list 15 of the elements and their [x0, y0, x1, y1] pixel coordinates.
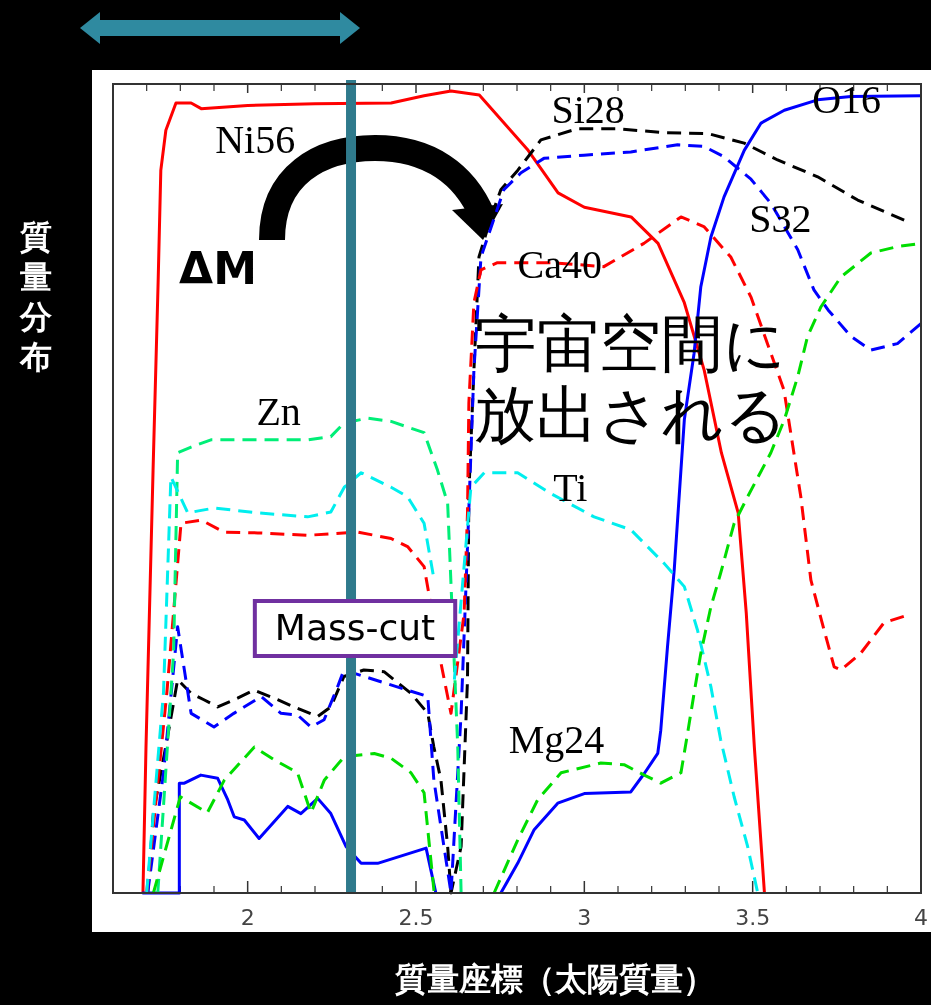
x-tick-label: 2.5	[398, 905, 434, 930]
series-label: Ti	[553, 464, 588, 510]
x-tick-label: 3.5	[735, 905, 771, 930]
series-label: S32	[749, 196, 812, 242]
x-tick-label: 3	[577, 905, 592, 930]
y-axis-title: 質量分布	[19, 218, 52, 376]
x-tick-label: 4	[914, 905, 928, 930]
series-label: Zn	[256, 388, 301, 434]
annotation: ΔM	[179, 243, 257, 294]
series-label: Si28	[551, 86, 625, 132]
series-label: Ni56	[215, 116, 296, 162]
x-axis-title: 質量座標（太陽質量）	[394, 960, 715, 998]
x-tick-label: 2	[240, 905, 255, 930]
series-label: Mg24	[508, 717, 605, 763]
ref-line-label: Mass-cut	[274, 607, 436, 648]
